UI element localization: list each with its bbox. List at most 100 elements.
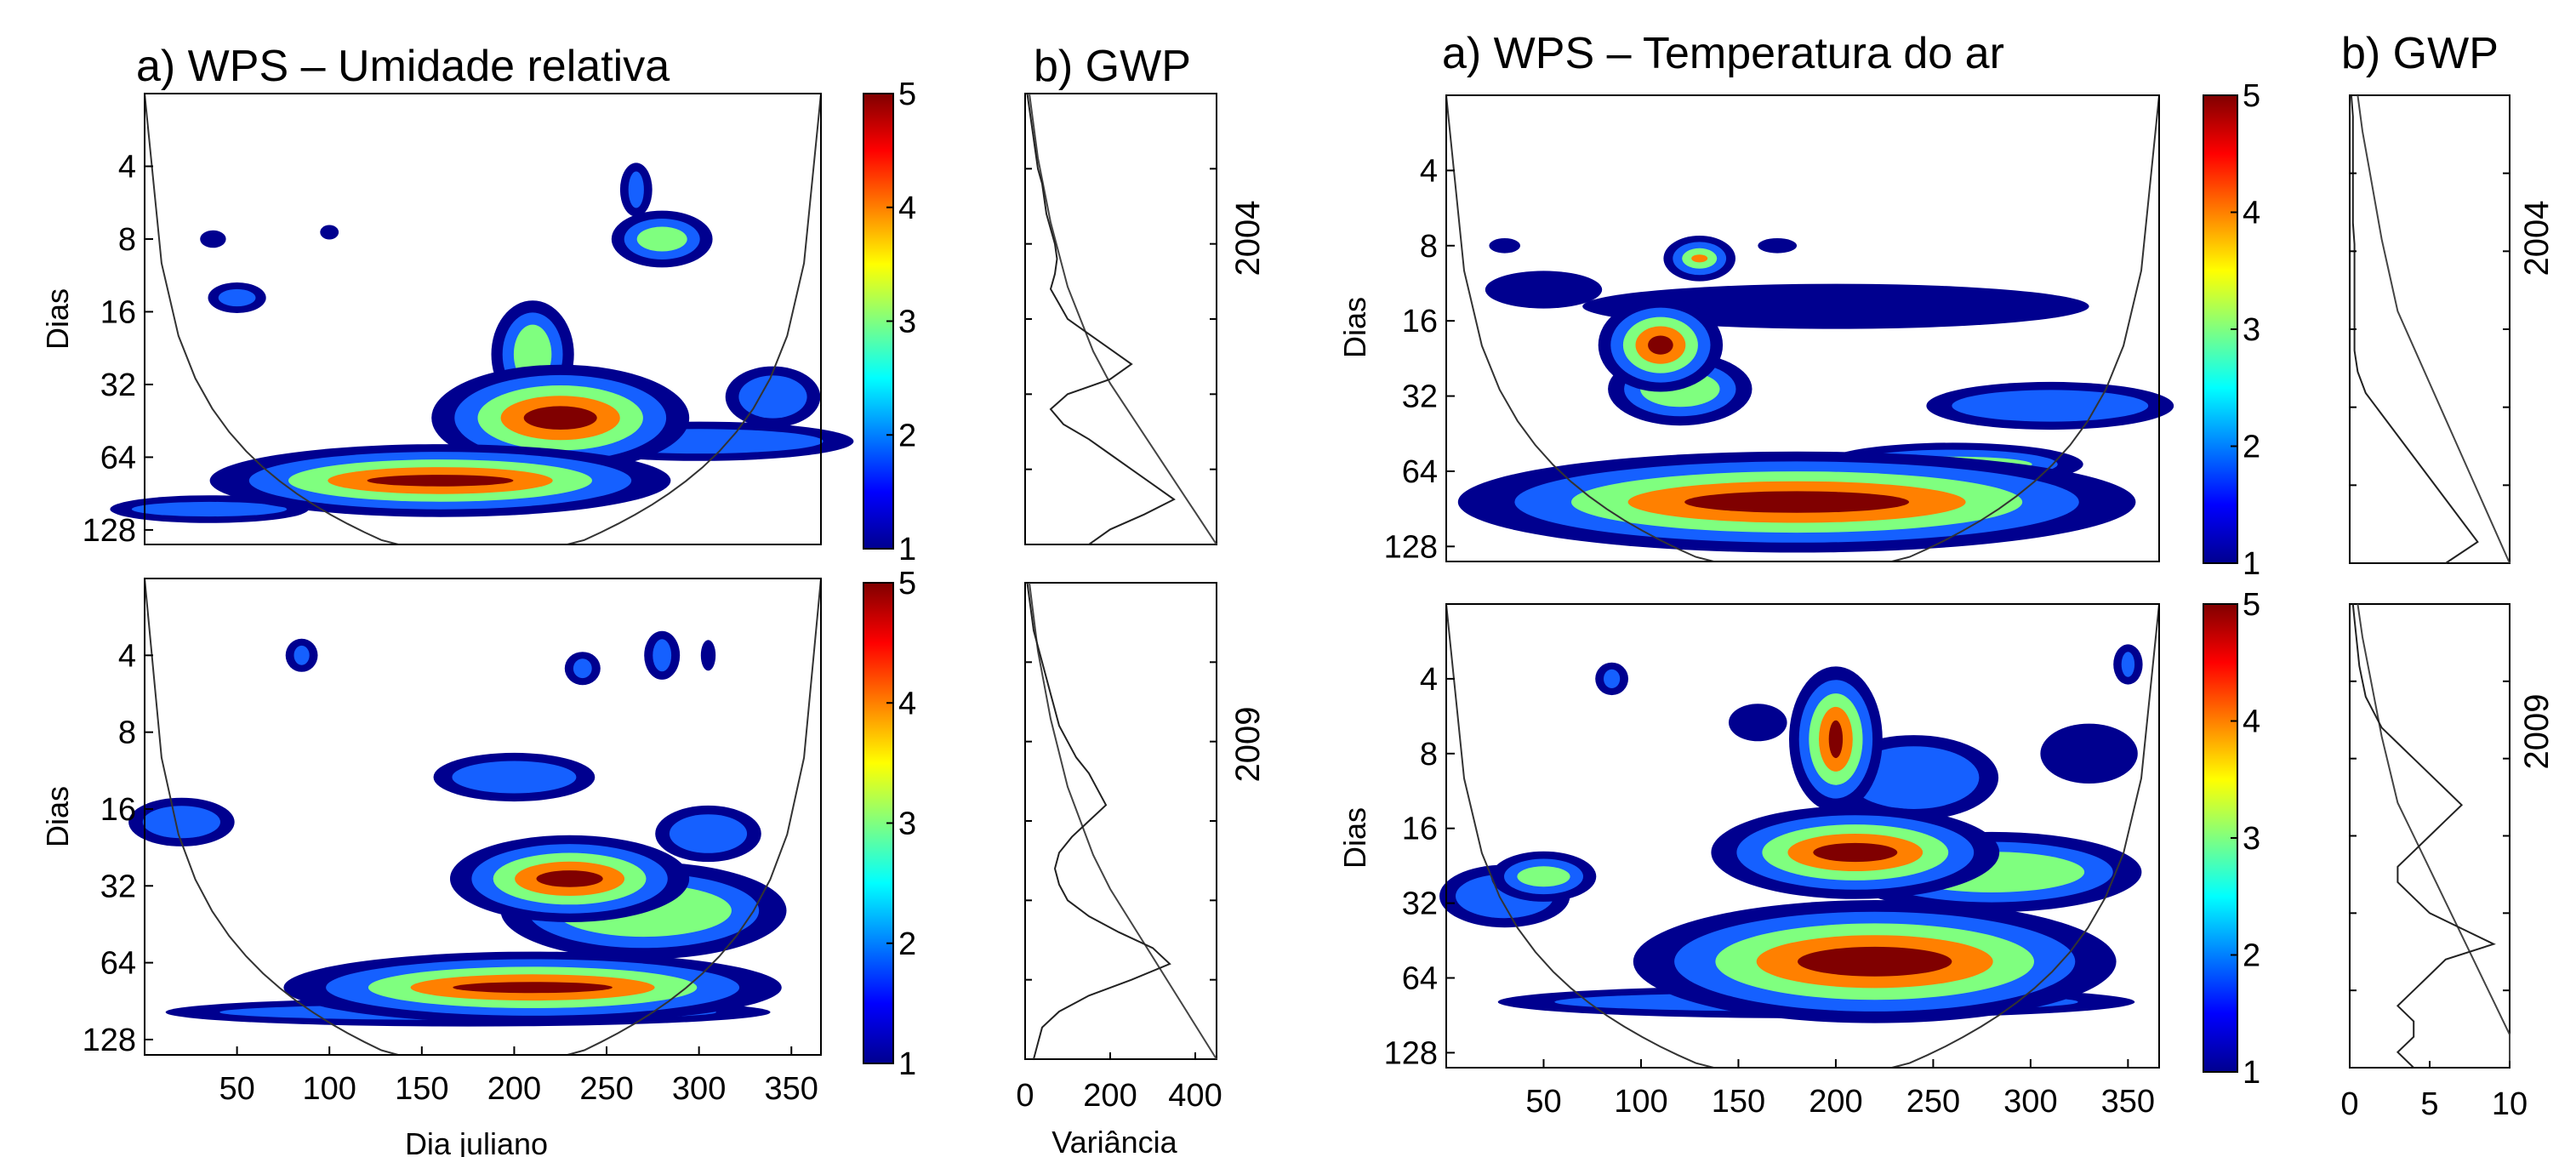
wps-power-blob-level-2 <box>1952 390 2149 422</box>
gwp-variance-line <box>1026 93 1176 545</box>
x-tick-label: 350 <box>2101 1084 2155 1120</box>
y-tick-label: 16 <box>1402 304 1438 339</box>
left-2004-ylabel: Dias <box>40 288 75 350</box>
wps-power-blob-level-5 <box>1648 335 1673 355</box>
wps-power-blob-level-2 <box>1604 669 1621 689</box>
right-2009-ylabel: Dias <box>1337 807 1372 869</box>
right-2009-year-label: 2009 <box>2518 694 2556 770</box>
right-gwp-title: b) GWP <box>2341 29 2499 78</box>
y-tick-label: 32 <box>1402 379 1438 415</box>
y-tick-label: 4 <box>118 149 136 185</box>
wps-power-blob-level-5 <box>453 982 613 994</box>
left-gwp-title: b) GWP <box>1034 42 1191 91</box>
left-gwp-xlabel: Variância <box>1051 1125 1177 1157</box>
colorbar-tick-label: 3 <box>2243 821 2260 857</box>
left-2009-gwp-panel: 0 200 400 2009 <box>1016 582 1267 1114</box>
gwp-variance-line <box>2350 94 2479 564</box>
gwp-significance-line <box>1029 582 1217 1060</box>
x-tick-label: 100 <box>303 1071 356 1107</box>
x-tick-label: 50 <box>1525 1084 1561 1120</box>
wps-power-blob-level-1 <box>700 640 716 671</box>
x-tick-label: 100 <box>1614 1084 1667 1120</box>
wps-power-blob-level-5 <box>1813 842 1898 863</box>
left-2004-colorbar: 1 2 3 4 5 <box>863 77 916 567</box>
wps-power-blob-level-2 <box>669 814 748 853</box>
colorbar-tick-label: 5 <box>2243 78 2260 114</box>
wps-power-blob-level-5 <box>536 870 603 887</box>
left-2004-year-label: 2004 <box>1229 201 1267 276</box>
x-tick-label: 350 <box>765 1071 818 1107</box>
x-tick-label: 250 <box>1906 1084 1960 1120</box>
wps-power-blob-level-2 <box>218 288 256 307</box>
wps-power-blob-level-2 <box>1848 746 1980 809</box>
colorbar-tick-label: 4 <box>2243 196 2260 231</box>
wps-power-blob-level-2 <box>131 501 288 517</box>
colorbar-tick-label: 4 <box>898 686 916 721</box>
y-tick-label: 32 <box>1402 886 1438 922</box>
wps-power-blob-level-2 <box>142 806 220 839</box>
wps-power-blob-level-1 <box>1758 238 1798 254</box>
left-2009-year-label: 2009 <box>1229 707 1267 783</box>
gwp-x-tick-label: 5 <box>2420 1086 2438 1122</box>
right-wps-title: a) WPS – Temperatura do ar <box>1442 29 2004 78</box>
y-tick-label: 32 <box>100 368 136 403</box>
wps-power-blob-level-2 <box>452 761 577 794</box>
right-2004-gwp-panel: 2004 <box>2349 94 2556 564</box>
colorbar-tick-label: 1 <box>898 1046 916 1082</box>
colorbar-tick-label: 4 <box>898 191 916 226</box>
x-tick-label: 300 <box>2003 1084 2057 1120</box>
left-2009-colorbar: 1 2 3 4 5 <box>863 566 916 1082</box>
right-2004-colorbar: 1 2 3 4 5 <box>2203 78 2260 582</box>
y-tick-label: 64 <box>100 440 136 476</box>
right-2004-wps-panel: 4 8 16 32 64 128 Dias <box>1337 94 2174 565</box>
y-tick-label: 16 <box>100 792 136 828</box>
wps-power-blob-level-5 <box>1798 946 1952 977</box>
wps-power-blob-level-3 <box>636 226 687 252</box>
y-tick-label: 4 <box>1420 662 1438 698</box>
y-tick-label: 8 <box>118 222 136 258</box>
gwp-x-tick-label: 10 <box>2492 1086 2528 1122</box>
left-xlabel: Dia juliano <box>405 1126 548 1157</box>
y-tick-label: 8 <box>1420 229 1438 265</box>
gwp-x-tick-label: 200 <box>1083 1078 1137 1114</box>
wps-power-blob-level-1 <box>1489 238 1520 254</box>
y-tick-label: 64 <box>1402 454 1438 490</box>
right-2009-colorbar: 1 2 3 4 5 <box>2203 587 2260 1091</box>
y-tick-label: 64 <box>100 946 136 982</box>
y-tick-label: 4 <box>118 638 136 674</box>
x-tick-label: 300 <box>672 1071 726 1107</box>
y-tick-label: 4 <box>1420 153 1438 189</box>
x-tick-label: 50 <box>219 1071 254 1107</box>
wps-power-blob-level-2 <box>573 658 592 679</box>
colorbar-tick-label: 5 <box>898 77 916 112</box>
right-2009-gwp-panel: 0 5 10 2009 <box>2340 603 2556 1122</box>
x-tick-label: 200 <box>487 1071 541 1107</box>
gwp-variance-line <box>1026 582 1171 1060</box>
wps-power-blob-level-1 <box>320 225 339 240</box>
y-tick-label: 8 <box>118 715 136 751</box>
wps-power-blob-level-2 <box>294 645 310 665</box>
gwp-significance-line <box>1029 93 1217 545</box>
left-2004-gwp-panel: 2004 <box>1024 93 1267 545</box>
x-tick-label: 200 <box>1809 1084 1862 1120</box>
y-tick-label: 16 <box>1402 812 1438 847</box>
x-tick-label: 150 <box>395 1071 448 1107</box>
gwp-significance-line <box>2357 603 2510 1068</box>
left-2004-wps-panel: 4 8 16 32 64 128 Dias <box>40 93 854 549</box>
y-tick-label: 64 <box>1402 961 1438 997</box>
colorbar-tick-label: 2 <box>898 418 916 453</box>
right-2004-year-label: 2004 <box>2518 201 2556 276</box>
y-tick-label: 16 <box>100 294 136 330</box>
colorbar-tick-label: 4 <box>2243 704 2260 740</box>
colorbar-tick-label: 1 <box>2243 546 2260 582</box>
wps-power-blob-level-1 <box>200 230 226 248</box>
colorbar-tick-label: 1 <box>898 532 916 567</box>
wps-power-blob-level-2 <box>2121 652 2135 677</box>
wps-power-blob-level-1 <box>1729 704 1787 742</box>
gwp-significance-line <box>2357 94 2510 564</box>
wps-power-blob-level-5 <box>367 475 514 487</box>
wps-power-blob-level-1 <box>1485 271 1603 309</box>
colorbar-tick-label: 3 <box>898 305 916 340</box>
wps-power-blob-level-2 <box>738 375 807 419</box>
wps-power-blob-level-1 <box>2040 723 2138 784</box>
